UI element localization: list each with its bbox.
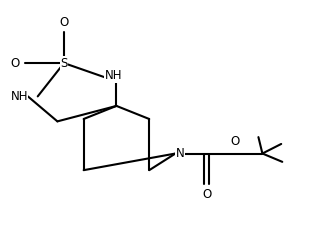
Text: NH: NH: [10, 90, 28, 103]
Text: NH: NH: [105, 69, 122, 82]
Text: O: O: [230, 134, 239, 148]
Text: S: S: [60, 57, 68, 69]
Text: O: O: [10, 57, 20, 69]
Text: O: O: [59, 15, 69, 29]
Text: O: O: [202, 188, 211, 201]
Text: N: N: [175, 147, 184, 160]
